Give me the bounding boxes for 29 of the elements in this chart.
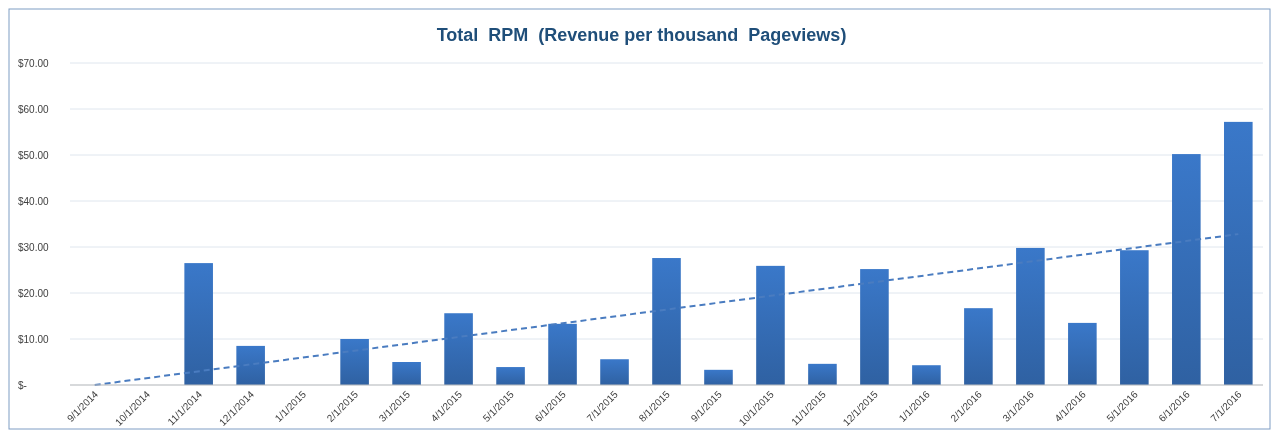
bar: [1016, 247, 1045, 385]
bar: [1224, 121, 1253, 385]
y-tick-label: $20.00: [18, 288, 50, 299]
bar: [860, 269, 889, 385]
y-tick-label: $50.00: [18, 150, 50, 161]
y-tick-label: $70.00: [18, 58, 50, 69]
bar: [184, 263, 213, 385]
bar: [548, 323, 577, 385]
bar: [444, 313, 473, 385]
bar: [340, 339, 369, 385]
bar: [964, 308, 993, 385]
bar: [496, 367, 525, 385]
bar: [600, 359, 629, 385]
bar: [392, 362, 421, 385]
bar: [1068, 322, 1097, 385]
y-tick-label: $60.00: [18, 104, 50, 115]
bar: [236, 345, 265, 385]
bar: [756, 265, 785, 385]
bar: [704, 369, 733, 385]
bar: [652, 258, 681, 385]
bar: [1120, 250, 1149, 385]
y-tick-label: $10.00: [18, 334, 50, 345]
chart-title: Total RPM (Revenue per thousand Pageviews): [436, 25, 847, 45]
bar: [808, 363, 837, 385]
bar: [1172, 154, 1201, 385]
bar: [912, 365, 941, 385]
y-tick-label: $40.00: [18, 196, 50, 207]
y-tick-label: $-: [18, 380, 27, 391]
y-tick-label: $30.00: [18, 242, 50, 253]
